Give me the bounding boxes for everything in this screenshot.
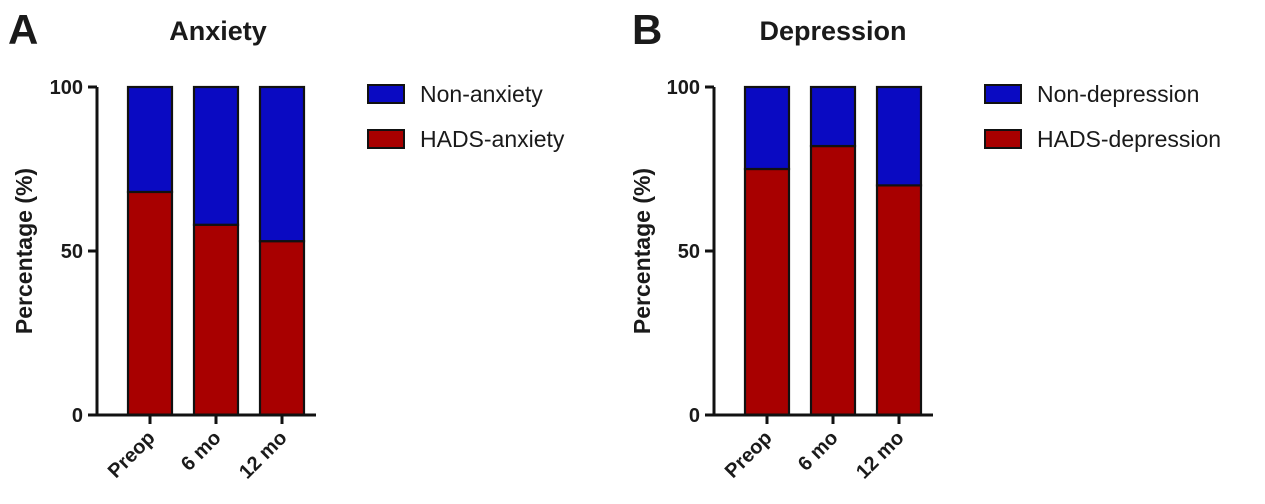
bar-hads-depression-preop: [743, 167, 791, 417]
bar-non-anxiety-12-mo: [258, 85, 306, 243]
y-tick-label: 100: [50, 77, 83, 99]
y-tick-label: 50: [678, 241, 700, 263]
chart-title: Depression: [759, 16, 906, 46]
bar-non-depression-6-mo: [809, 85, 857, 148]
bar-non-anxiety-6-mo: [192, 85, 240, 226]
panel-letter: A: [8, 6, 38, 53]
panel-anxiety: A Anxiety Percentage (%) 0 50 100 Preop 6 mo…: [8, 6, 565, 483]
y-axis-label: Percentage (%): [11, 168, 37, 334]
panel-letter: B: [632, 6, 662, 53]
legend-swatch-hads-depression: [984, 129, 1022, 149]
y-tick-label: 50: [61, 241, 83, 263]
legend-swatch-non-anxiety: [367, 84, 405, 104]
legend-label-hads-depression: HADS-depression: [1037, 126, 1221, 152]
bar-non-depression-preop: [743, 85, 791, 171]
x-tick-label-preop: Preop: [104, 427, 160, 483]
panel-depression: B Depression Percentage (%) 0 50 100 Preop 6…: [629, 6, 1221, 483]
legend-label-hads-anxiety: HADS-anxiety: [420, 126, 565, 152]
legend-swatch-hads-anxiety: [367, 129, 405, 149]
bar-non-depression-12-mo: [875, 85, 923, 187]
legend-swatch-non-depression: [984, 84, 1022, 104]
legend: Non-depression HADS-depression: [984, 81, 1221, 152]
x-tick-label-12-mo: 12 mo: [852, 427, 908, 483]
x-tick-label-preop: Preop: [721, 427, 777, 483]
x-tick-label-6-mo: 6 mo: [794, 427, 843, 476]
x-tick-label-6-mo: 6 mo: [177, 427, 226, 476]
y-tick-label: 100: [667, 77, 700, 99]
legend-label-non-anxiety: Non-anxiety: [420, 81, 543, 107]
x-tick-label-12-mo: 12 mo: [235, 427, 291, 483]
y-tick-label: 0: [72, 405, 83, 427]
bar-hads-depression-6-mo: [809, 144, 857, 417]
bar-hads-depression-12-mo: [875, 184, 923, 417]
y-axis-label: Percentage (%): [629, 168, 655, 334]
bar-hads-anxiety-preop: [126, 190, 174, 417]
legend: Non-anxiety HADS-anxiety: [367, 81, 565, 152]
plot-area: 0 50 100 Preop 6 mo 12 mo: [50, 77, 316, 483]
plot-area: 0 50 100 Preop 6 mo 12 mo: [667, 77, 933, 483]
chart-title: Anxiety: [169, 16, 267, 46]
legend-label-non-depression: Non-depression: [1037, 81, 1199, 107]
bar-hads-anxiety-6-mo: [192, 223, 240, 417]
bar-hads-anxiety-12-mo: [258, 240, 306, 417]
y-tick-label: 0: [689, 405, 700, 427]
bar-non-anxiety-preop: [126, 85, 174, 194]
